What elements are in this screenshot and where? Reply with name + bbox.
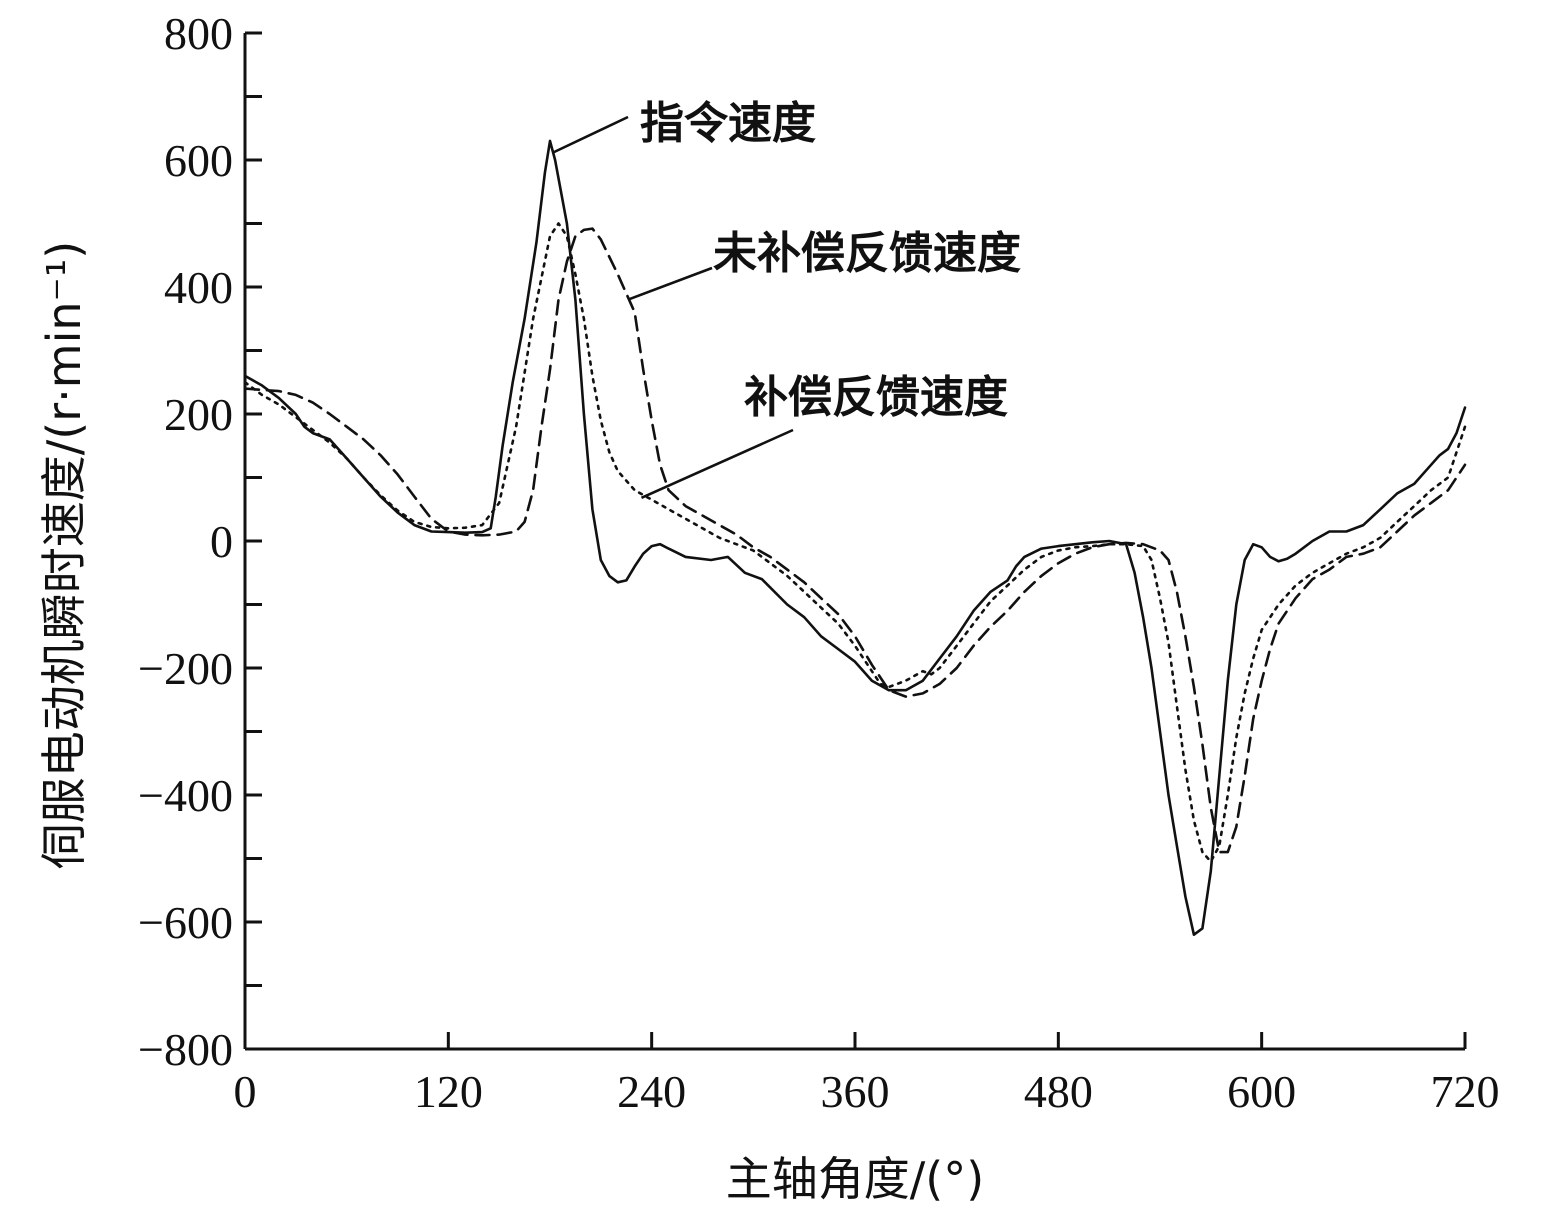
annotation-leader [640, 428, 794, 500]
y-tick-label: −200 [138, 643, 233, 694]
x-tick-label: 120 [414, 1066, 483, 1117]
annotation-leader [552, 115, 629, 154]
series-line-1 [243, 222, 1467, 863]
y-tick-label: 200 [164, 389, 233, 440]
annotation-label: 指令速度 [640, 98, 816, 149]
y-tick-label: 0 [210, 516, 233, 567]
y-axis-title: 伺服电动机瞬时速度/(r·min⁻¹) [37, 241, 91, 869]
x-tick-label: 720 [1431, 1066, 1500, 1117]
annotation-label: 未补偿反馈速度 [713, 228, 1021, 279]
x-axis-title: 主轴角度/(°) [726, 1152, 984, 1206]
x-tick-label: 360 [821, 1066, 890, 1117]
series-layer [243, 139, 1467, 936]
y-tick-label: 400 [164, 262, 233, 313]
x-tick-label: 240 [617, 1066, 686, 1117]
series-line-0 [243, 139, 1467, 936]
y-tick-label: −600 [138, 897, 233, 948]
x-tick-label: 0 [234, 1066, 257, 1117]
x-tick-label: 480 [1024, 1066, 1093, 1117]
ticks: −800 −600 −400 −200 0 200 400 600 800 0 120 240 360 4… [138, 8, 1499, 1117]
series-line-2 [243, 227, 1467, 854]
y-tick-label: 600 [164, 135, 233, 186]
x-tick-label: 600 [1227, 1066, 1296, 1117]
y-tick-label: −400 [138, 770, 233, 821]
annotation-label: 补偿反馈速度 [744, 372, 1008, 423]
axes [243, 33, 1465, 1051]
y-tick-label: 800 [164, 8, 233, 59]
annotation-leader [627, 266, 713, 301]
y-tick-label: −800 [138, 1024, 233, 1075]
